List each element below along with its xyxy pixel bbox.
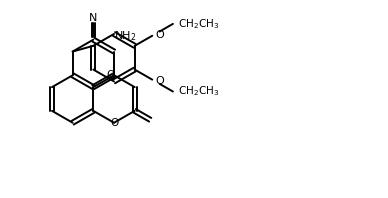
Text: N: N xyxy=(89,13,97,23)
Text: O: O xyxy=(110,118,118,129)
Text: CH$_2$CH$_3$: CH$_2$CH$_3$ xyxy=(178,17,219,31)
Text: O: O xyxy=(155,30,164,40)
Text: CH$_2$CH$_3$: CH$_2$CH$_3$ xyxy=(178,85,219,98)
Text: O: O xyxy=(155,76,164,86)
Text: O: O xyxy=(107,70,115,80)
Text: NH$_2$: NH$_2$ xyxy=(114,29,137,43)
